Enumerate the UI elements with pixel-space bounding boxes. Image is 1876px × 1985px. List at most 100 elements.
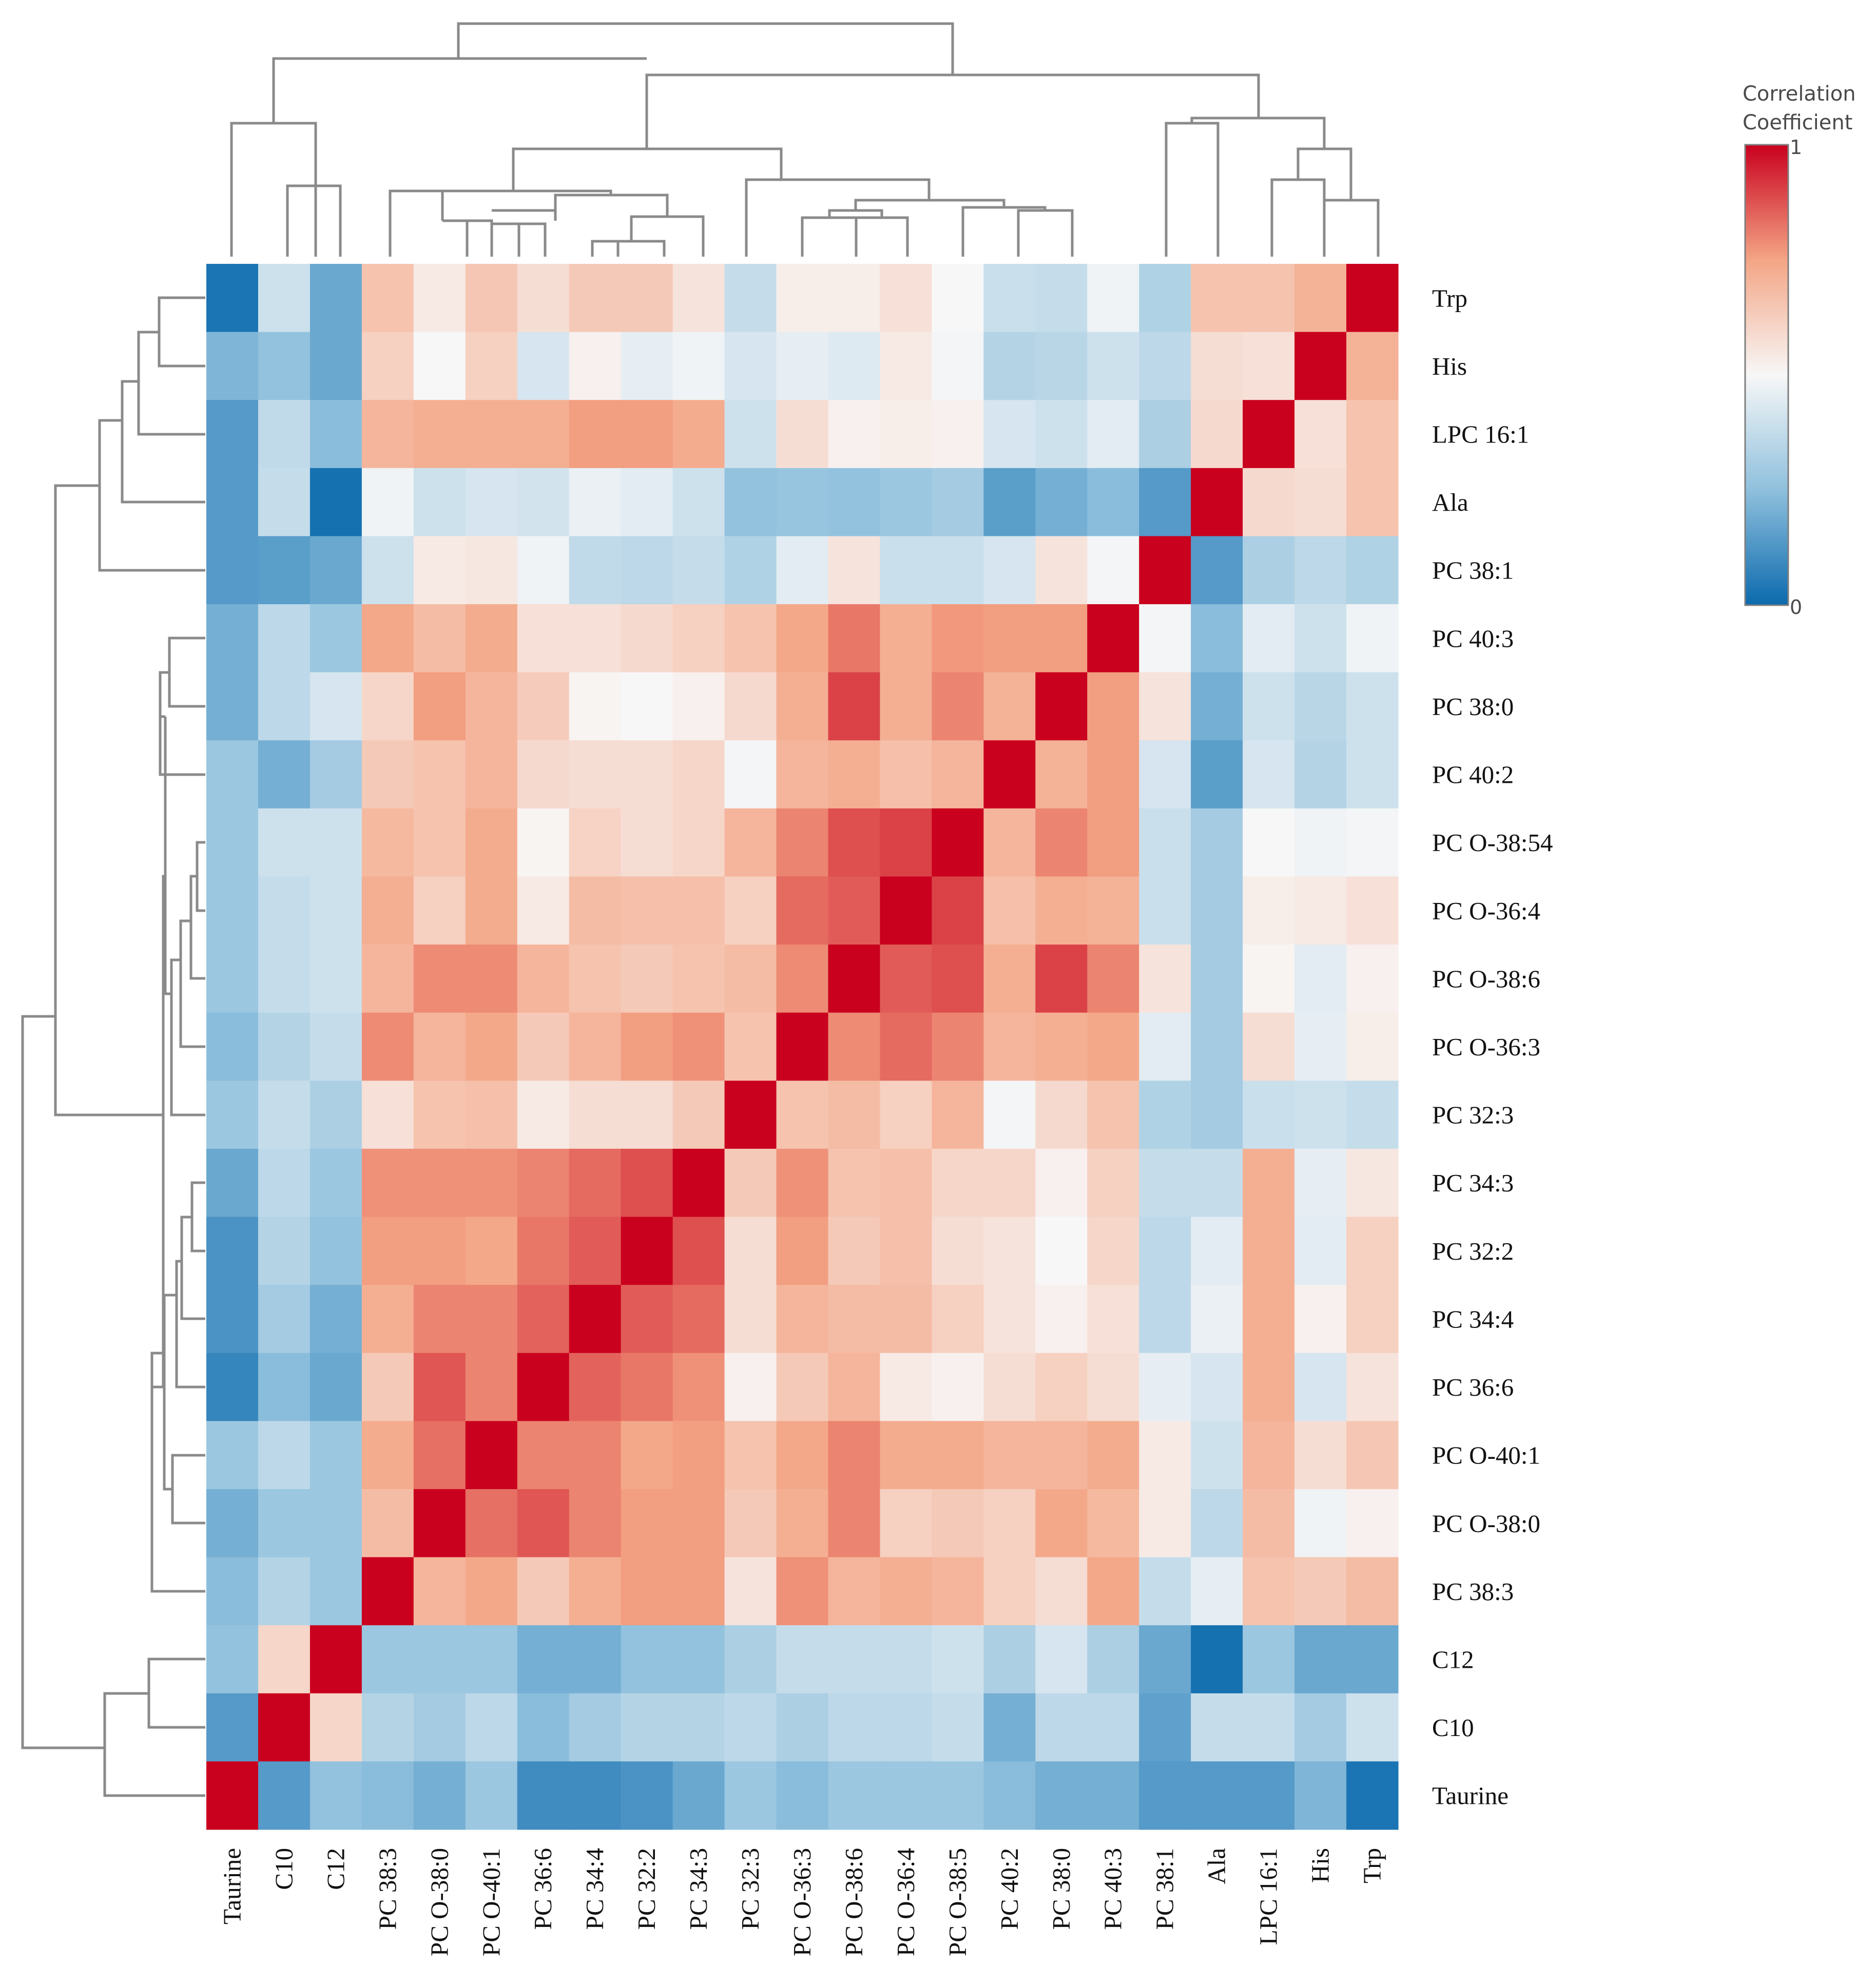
cell-trp-x-pc-36-6 <box>517 264 570 333</box>
row-label-pc-34-4: PC 34:4 <box>1432 1305 1514 1333</box>
cell-pc-38-3-x-pc-o-38-5 <box>932 1557 984 1626</box>
cell-pc-o-36-3-x-his <box>1294 1012 1347 1081</box>
cell-pc-40-2-x-c10 <box>258 740 311 809</box>
cell-ala-x-pc-o-36-4 <box>880 468 932 537</box>
cell-pc-38-0-x-lpc-16-1 <box>1243 672 1295 741</box>
row-labels: Trp His LPC 16:1 Ala PC 38:1 PC 40:3 PC 38:0 PC… <box>1432 284 1553 1809</box>
cell-c10-x-pc-38-3 <box>361 1693 414 1762</box>
cell-pc-34-3-x-trp <box>1346 1148 1399 1218</box>
cell-pc-o-38-6-x-pc-o-38-6 <box>828 945 881 1013</box>
cell-pc-38-0-x-pc-o-38-0 <box>413 672 466 741</box>
cell-pc-38-3-x-c12 <box>310 1557 362 1626</box>
cell-taurine-x-pc-o-38-0 <box>413 1761 466 1830</box>
row-label-pc-32-2: PC 32:2 <box>1432 1237 1514 1265</box>
cell-pc-36-6-x-pc-40-2 <box>983 1353 1036 1421</box>
cell-pc-34-3-x-pc-38-3 <box>361 1148 414 1218</box>
cell-pc-o-38-6-x-pc-o-38-0 <box>413 945 466 1013</box>
cell-pc-34-3-x-lpc-16-1 <box>1243 1148 1295 1218</box>
cell-pc-36-6-x-pc-34-3 <box>672 1353 725 1421</box>
cell-trp-x-pc-o-38-5 <box>932 264 984 333</box>
cell-pc-40-2-x-lpc-16-1 <box>1243 740 1295 809</box>
row-label-pc-o-38-0: PC O-38:0 <box>1432 1509 1540 1537</box>
cell-pc-38-0-x-ala <box>1191 672 1243 741</box>
cell-trp-x-pc-32-2 <box>621 264 673 333</box>
cell-pc-38-3-x-pc-38-3 <box>361 1557 414 1626</box>
cell-pc-o-38-6-x-pc-o-38-5 <box>932 945 984 1013</box>
cell-pc-36-6-x-pc-38-0 <box>1035 1353 1088 1421</box>
row-dendrogram-branch <box>158 296 205 368</box>
cell-his-x-pc-o-38-0 <box>413 332 466 400</box>
cell-pc-38-1-x-pc-32-2 <box>621 536 673 605</box>
row-label-pc-40-3: PC 40:3 <box>1432 624 1514 652</box>
cell-his-x-lpc-16-1 <box>1243 332 1295 400</box>
column-dendrogram-branch <box>230 122 317 257</box>
cell-pc-40-3-x-pc-38-1 <box>1139 604 1191 673</box>
cell-pc-38-0-x-trp <box>1346 672 1399 741</box>
cell-pc-34-3-x-pc-32-2 <box>621 1148 673 1218</box>
cell-pc-o-38-54-x-pc-o-40-1 <box>465 808 518 877</box>
row-dendrogram-branch <box>147 1658 205 1729</box>
cell-pc-38-0-x-pc-o-38-5 <box>932 672 984 741</box>
cell-c10-x-pc-38-1 <box>1139 1693 1191 1762</box>
cell-c10-x-pc-40-3 <box>1087 1693 1139 1762</box>
cell-taurine-x-trp <box>1346 1761 1399 1830</box>
cell-taurine-x-pc-o-36-3 <box>776 1761 829 1830</box>
column-label-ala: Ala <box>1203 1848 1231 1884</box>
cell-c12-x-pc-o-36-3 <box>776 1625 829 1694</box>
cell-pc-38-3-x-his <box>1294 1557 1347 1626</box>
cell-pc-o-38-6-x-pc-38-0 <box>1035 945 1088 1013</box>
cell-pc-32-3-x-pc-40-3 <box>1087 1081 1139 1149</box>
cell-pc-o-36-3-x-pc-38-0 <box>1035 1012 1088 1081</box>
cell-pc-40-3-x-his <box>1294 604 1347 673</box>
cell-pc-40-2-x-trp <box>1346 740 1399 809</box>
cell-lpc-16-1-x-ala <box>1191 400 1243 469</box>
cell-pc-o-36-4-x-pc-o-36-4 <box>880 876 932 945</box>
cell-pc-38-3-x-trp <box>1346 1557 1399 1626</box>
cell-pc-o-40-1-x-ala <box>1191 1421 1243 1490</box>
cell-pc-32-3-x-pc-34-4 <box>569 1081 622 1149</box>
cell-pc-40-3-x-pc-38-0 <box>1035 604 1088 673</box>
row-label-pc-34-3: PC 34:3 <box>1432 1169 1514 1197</box>
cell-pc-32-2-x-c12 <box>310 1217 362 1285</box>
cell-pc-38-0-x-pc-o-36-3 <box>776 672 829 741</box>
cell-pc-36-6-x-pc-38-3 <box>361 1353 414 1421</box>
cell-pc-34-4-x-c12 <box>310 1285 362 1354</box>
column-dendrogram-branch <box>457 22 954 75</box>
cell-pc-o-38-54-x-ala <box>1191 808 1243 877</box>
colorbar-max-label: 1 <box>1790 136 1802 159</box>
cell-pc-38-3-x-pc-o-38-6 <box>828 1557 881 1626</box>
row-dendrogram-branch <box>98 419 205 572</box>
cell-pc-o-40-1-x-pc-32-3 <box>724 1421 777 1490</box>
cell-pc-o-38-54-x-pc-o-36-3 <box>776 808 829 877</box>
cell-c12-x-pc-o-40-1 <box>465 1625 518 1694</box>
cell-pc-32-3-x-c10 <box>258 1081 311 1149</box>
cell-c12-x-lpc-16-1 <box>1243 1625 1295 1694</box>
column-dendrogram-branch <box>801 216 858 257</box>
cell-pc-o-36-3-x-pc-40-2 <box>983 1012 1036 1081</box>
cell-pc-o-36-4-x-pc-38-1 <box>1139 876 1191 945</box>
cell-pc-34-4-x-pc-36-6 <box>517 1285 570 1354</box>
column-dendrogram-branch <box>1323 199 1380 257</box>
cell-pc-32-3-x-c12 <box>310 1081 362 1149</box>
cell-c12-x-taurine <box>206 1625 259 1694</box>
cell-pc-34-3-x-pc-34-4 <box>569 1148 622 1218</box>
cell-pc-40-3-x-pc-o-36-4 <box>880 604 932 673</box>
cell-pc-o-36-3-x-pc-40-3 <box>1087 1012 1139 1081</box>
cell-pc-36-6-x-ala <box>1191 1353 1243 1421</box>
cell-pc-34-4-x-pc-o-38-5 <box>932 1285 984 1354</box>
row-dendrogram-branch <box>168 637 205 708</box>
cell-pc-40-3-x-pc-o-38-6 <box>828 604 881 673</box>
cell-pc-o-38-0-x-pc-o-36-3 <box>776 1489 829 1558</box>
cell-pc-32-3-x-pc-32-3 <box>724 1081 777 1149</box>
cell-pc-32-3-x-pc-32-2 <box>621 1081 673 1149</box>
cell-ala-x-pc-o-40-1 <box>465 468 518 537</box>
row-label-c12: C12 <box>1432 1646 1474 1674</box>
cell-taurine-x-pc-o-38-5 <box>932 1761 984 1830</box>
cell-pc-38-1-x-pc-40-3 <box>1087 536 1139 605</box>
cell-pc-o-36-4-x-pc-34-3 <box>672 876 725 945</box>
column-dendrogram-branch <box>961 206 1047 257</box>
cell-pc-o-38-0-x-pc-32-3 <box>724 1489 777 1558</box>
cell-pc-36-6-x-pc-34-4 <box>569 1353 622 1421</box>
cell-taurine-x-c10 <box>258 1761 311 1830</box>
column-labels: Taurine C10 C12 PC 38:3 PC O-38:0 PC O-40:1 PC… <box>218 1848 1386 1956</box>
